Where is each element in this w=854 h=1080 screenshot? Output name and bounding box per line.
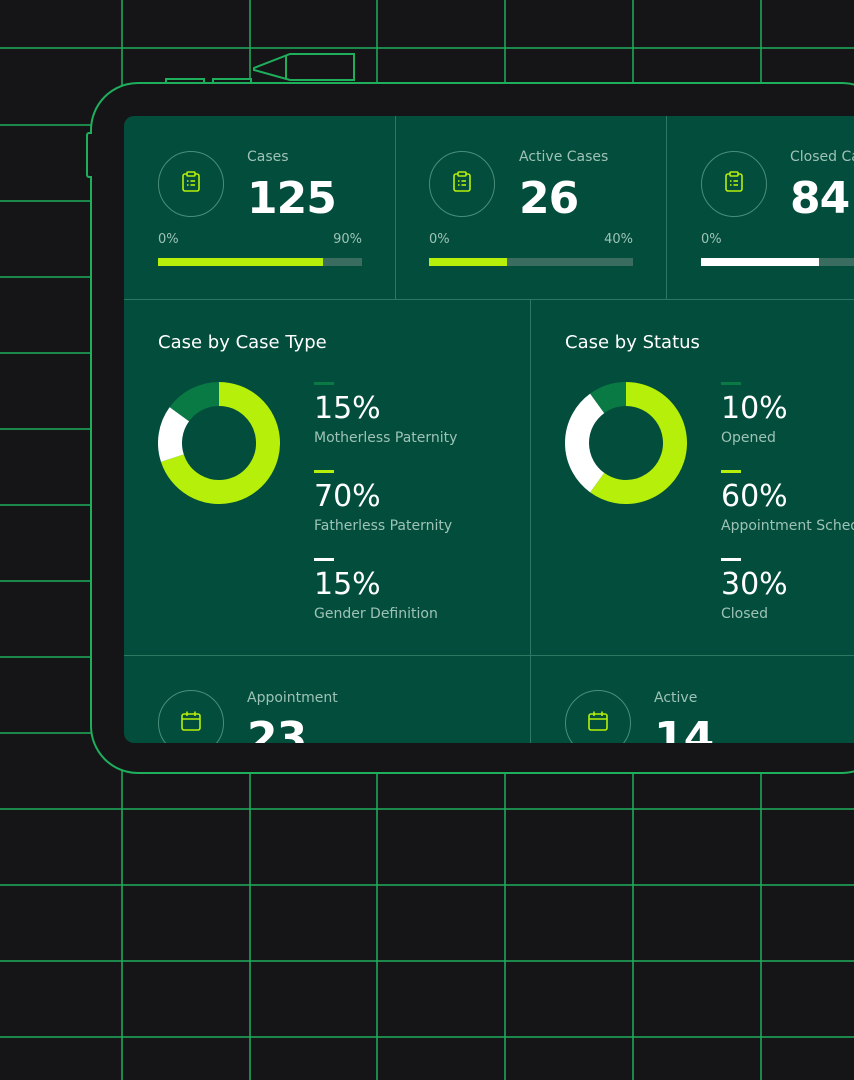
- stat-value: 26: [519, 173, 579, 224]
- clipboard-icon: [181, 171, 201, 197]
- legend-swatch: [314, 382, 334, 385]
- stat-label: Cases: [247, 149, 289, 165]
- progress-fill: [429, 258, 507, 266]
- icon-circle: [158, 151, 224, 217]
- legend-label: Opened: [721, 430, 776, 446]
- legend-label: Fatherless Paternity: [314, 518, 453, 534]
- clipboard-icon: [452, 171, 472, 197]
- legend-label: Gender Definition: [314, 606, 438, 622]
- donut-segment: [590, 382, 627, 414]
- icon-circle: [429, 151, 495, 217]
- donut-segment: [565, 393, 605, 493]
- progress-fill: [158, 258, 324, 266]
- stat-value: 84: [790, 173, 850, 224]
- status-donut: [565, 382, 687, 504]
- progress-max-label: 40%: [604, 232, 633, 247]
- legend-percent: 10%: [721, 391, 788, 426]
- divider: [124, 299, 854, 300]
- stat-value: 125: [247, 173, 337, 224]
- stat-label: Active Cases: [519, 149, 609, 165]
- stat-label: Closed Cases: [790, 149, 854, 165]
- divider: [530, 299, 531, 743]
- progress-bar: [429, 258, 633, 266]
- divider: [395, 116, 396, 299]
- legend-percent: 60%: [721, 479, 788, 514]
- legend-percent: 70%: [314, 479, 381, 514]
- stat-value: 14: [654, 713, 714, 744]
- progress-min-label: 0%: [158, 232, 179, 247]
- progress-max-label: 90%: [333, 232, 362, 247]
- section-title: Case by Status: [565, 332, 700, 353]
- progress-min-label: 0%: [429, 232, 450, 247]
- clipboard-icon: [724, 171, 744, 197]
- case-type-donut: [158, 382, 280, 504]
- donut-segment: [160, 382, 280, 504]
- calendar-icon: [587, 710, 609, 736]
- progress-bar: [158, 258, 362, 266]
- progress-fill: [701, 258, 820, 266]
- section-title: Case by Case Type: [158, 332, 327, 353]
- stylus-pen: [253, 53, 355, 81]
- legend-label: Motherless Paternity: [314, 430, 458, 446]
- legend-swatch: [314, 470, 334, 473]
- legend-swatch: [721, 470, 741, 473]
- divider: [666, 116, 667, 299]
- stat-value: 23: [247, 713, 307, 744]
- legend-label: Closed: [721, 606, 769, 622]
- legend-label: Appointment Scheduled: [721, 518, 854, 534]
- legend-swatch: [721, 558, 741, 561]
- stat-label: Active: [654, 690, 698, 706]
- icon-circle: [701, 151, 767, 217]
- donut-segment: [590, 382, 687, 504]
- divider: [124, 655, 854, 656]
- dashboard-screen: Cases 125 0% 90% Active Cases 26 0% 40% …: [124, 116, 854, 743]
- legend-swatch: [721, 382, 741, 385]
- icon-circle: [565, 690, 631, 743]
- progress-min-label: 0%: [701, 232, 722, 247]
- device-side-button: [86, 132, 92, 178]
- donut-segment: [158, 407, 190, 462]
- legend-percent: 15%: [314, 567, 381, 602]
- legend-percent: 30%: [721, 567, 788, 602]
- device-top-button: [165, 78, 205, 84]
- donut-segment: [169, 382, 220, 422]
- stat-label: Appointment: [247, 690, 338, 706]
- icon-circle: [158, 690, 224, 743]
- legend-percent: 15%: [314, 391, 381, 426]
- progress-bar: [701, 258, 854, 266]
- calendar-icon: [180, 710, 202, 736]
- device-top-button: [212, 78, 252, 84]
- legend-swatch: [314, 558, 334, 561]
